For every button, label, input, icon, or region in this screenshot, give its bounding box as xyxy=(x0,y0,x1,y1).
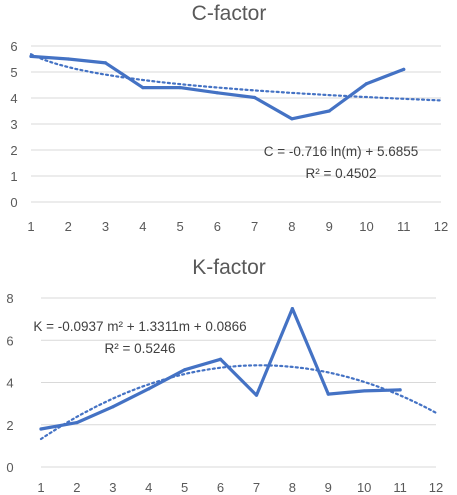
x-tick-label: 6 xyxy=(214,219,221,234)
x-tick-label: 8 xyxy=(288,219,295,234)
x-tick-label: 8 xyxy=(289,480,296,495)
x-tick-label: 4 xyxy=(145,480,152,495)
data-points xyxy=(29,54,406,121)
data-point xyxy=(103,61,108,65)
data-point xyxy=(183,368,187,372)
y-tick-labels: 0 1 2 3 4 5 6 xyxy=(10,39,17,210)
y-tick-label: 6 xyxy=(6,333,13,348)
data-point xyxy=(218,357,223,361)
data-point xyxy=(29,54,33,59)
data-point xyxy=(75,421,79,425)
y-tick-labels: 0 2 4 6 8 xyxy=(6,291,13,475)
data-point xyxy=(215,91,219,95)
y-tick-label: 8 xyxy=(6,291,13,306)
x-tick-label: 4 xyxy=(139,219,146,234)
data-point xyxy=(253,95,257,100)
x-tick-labels: 1 2 3 4 5 6 7 8 9 10 11 12 xyxy=(27,219,448,234)
x-tick-label: 11 xyxy=(397,219,411,234)
data-point xyxy=(111,405,115,409)
trendline xyxy=(39,364,438,441)
data-points xyxy=(39,306,402,431)
data-point xyxy=(178,86,182,90)
data-point xyxy=(364,82,369,86)
trendline-equation: K = -0.0937 m² + 1.3311m + 0.0866 xyxy=(33,319,246,334)
x-tick-label: 1 xyxy=(27,219,34,234)
x-tick-label: 12 xyxy=(434,219,448,234)
y-tick-label: 4 xyxy=(10,91,17,106)
x-tick-label: 9 xyxy=(325,480,332,495)
data-point xyxy=(362,389,366,393)
x-tick-label: 1 xyxy=(37,480,44,495)
x-tick-label: 2 xyxy=(65,219,72,234)
x-tick-labels: 1 2 3 4 5 6 7 8 9 10 11 12 xyxy=(37,480,443,495)
x-tick-label: 10 xyxy=(357,480,371,495)
y-tick-label: 3 xyxy=(10,117,17,132)
x-tick-label: 2 xyxy=(73,480,80,495)
y-tick-label: 6 xyxy=(10,39,17,54)
y-tick-label: 4 xyxy=(6,376,13,391)
x-tick-label: 11 xyxy=(393,480,407,495)
y-tick-label: 2 xyxy=(10,143,17,158)
data-point xyxy=(66,57,70,61)
x-tick-label: 7 xyxy=(253,480,260,495)
x-tick-label: 9 xyxy=(326,219,333,234)
data-point xyxy=(327,109,331,113)
trendline xyxy=(29,53,443,102)
x-tick-label: 7 xyxy=(251,219,258,234)
data-point xyxy=(290,117,294,121)
chart-title: C-factor xyxy=(192,2,267,25)
chart-title: K-factor xyxy=(192,256,266,279)
gridlines xyxy=(31,45,441,203)
gridlines xyxy=(41,297,436,468)
data-point xyxy=(254,393,259,397)
data-point xyxy=(290,306,294,311)
data-point xyxy=(141,86,145,90)
x-tick-label: 10 xyxy=(359,219,373,234)
y-tick-label: 0 xyxy=(10,195,17,210)
r-squared-label: R² = 0.5246 xyxy=(105,341,176,356)
y-tick-label: 2 xyxy=(6,418,13,433)
data-point xyxy=(147,387,151,391)
data-point xyxy=(326,392,330,396)
y-tick-label: 1 xyxy=(10,169,17,184)
data-point xyxy=(402,67,406,71)
x-tick-label: 5 xyxy=(181,480,188,495)
x-tick-label: 12 xyxy=(429,480,443,495)
r-squared-label: R² = 0.4502 xyxy=(306,166,377,181)
y-tick-label: 0 xyxy=(6,460,13,475)
x-tick-label: 3 xyxy=(102,219,109,234)
data-point xyxy=(398,388,402,392)
data-point xyxy=(39,427,43,431)
y-tick-label: 5 xyxy=(10,65,17,80)
x-tick-label: 5 xyxy=(176,219,183,234)
trendline-equation: C = -0.716 ln(m) + 5.6855 xyxy=(264,144,419,159)
x-tick-label: 3 xyxy=(109,480,116,495)
x-tick-label: 6 xyxy=(217,480,224,495)
